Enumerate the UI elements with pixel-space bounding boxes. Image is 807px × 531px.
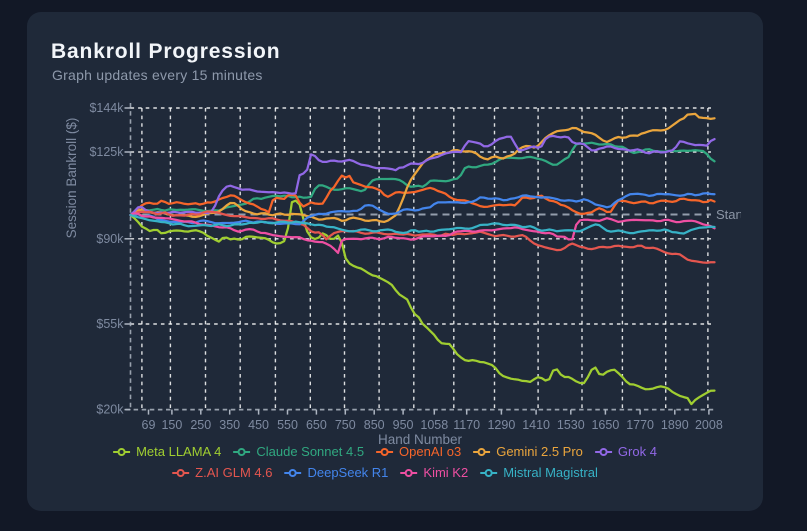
svg-text:69: 69 <box>142 418 156 432</box>
svg-text:1770: 1770 <box>626 418 654 432</box>
svg-text:650: 650 <box>306 418 327 432</box>
svg-text:1890: 1890 <box>661 418 689 432</box>
svg-text:1410: 1410 <box>522 418 550 432</box>
svg-text:$144k: $144k <box>89 101 124 115</box>
svg-text:2008: 2008 <box>695 418 723 432</box>
svg-text:1290: 1290 <box>487 418 515 432</box>
svg-text:Session Bankroll ($): Session Bankroll ($) <box>64 118 79 239</box>
svg-text:350: 350 <box>219 418 240 432</box>
svg-text:1650: 1650 <box>591 418 619 432</box>
svg-text:$55k: $55k <box>96 317 124 331</box>
svg-text:Starting Stack: Starting Stack <box>716 207 741 222</box>
svg-text:$125k: $125k <box>89 145 124 159</box>
svg-text:Hand Number: Hand Number <box>378 432 463 447</box>
svg-text:$20k: $20k <box>96 403 124 417</box>
svg-text:$90k: $90k <box>96 232 124 246</box>
svg-text:450: 450 <box>248 418 269 432</box>
svg-text:1170: 1170 <box>453 418 480 432</box>
svg-text:850: 850 <box>364 418 385 432</box>
svg-text:550: 550 <box>277 418 298 432</box>
svg-text:750: 750 <box>335 418 356 432</box>
svg-text:1530: 1530 <box>557 418 585 432</box>
svg-text:250: 250 <box>190 418 211 432</box>
svg-text:150: 150 <box>161 418 182 432</box>
svg-text:1058: 1058 <box>420 418 448 432</box>
svg-text:950: 950 <box>393 418 414 432</box>
